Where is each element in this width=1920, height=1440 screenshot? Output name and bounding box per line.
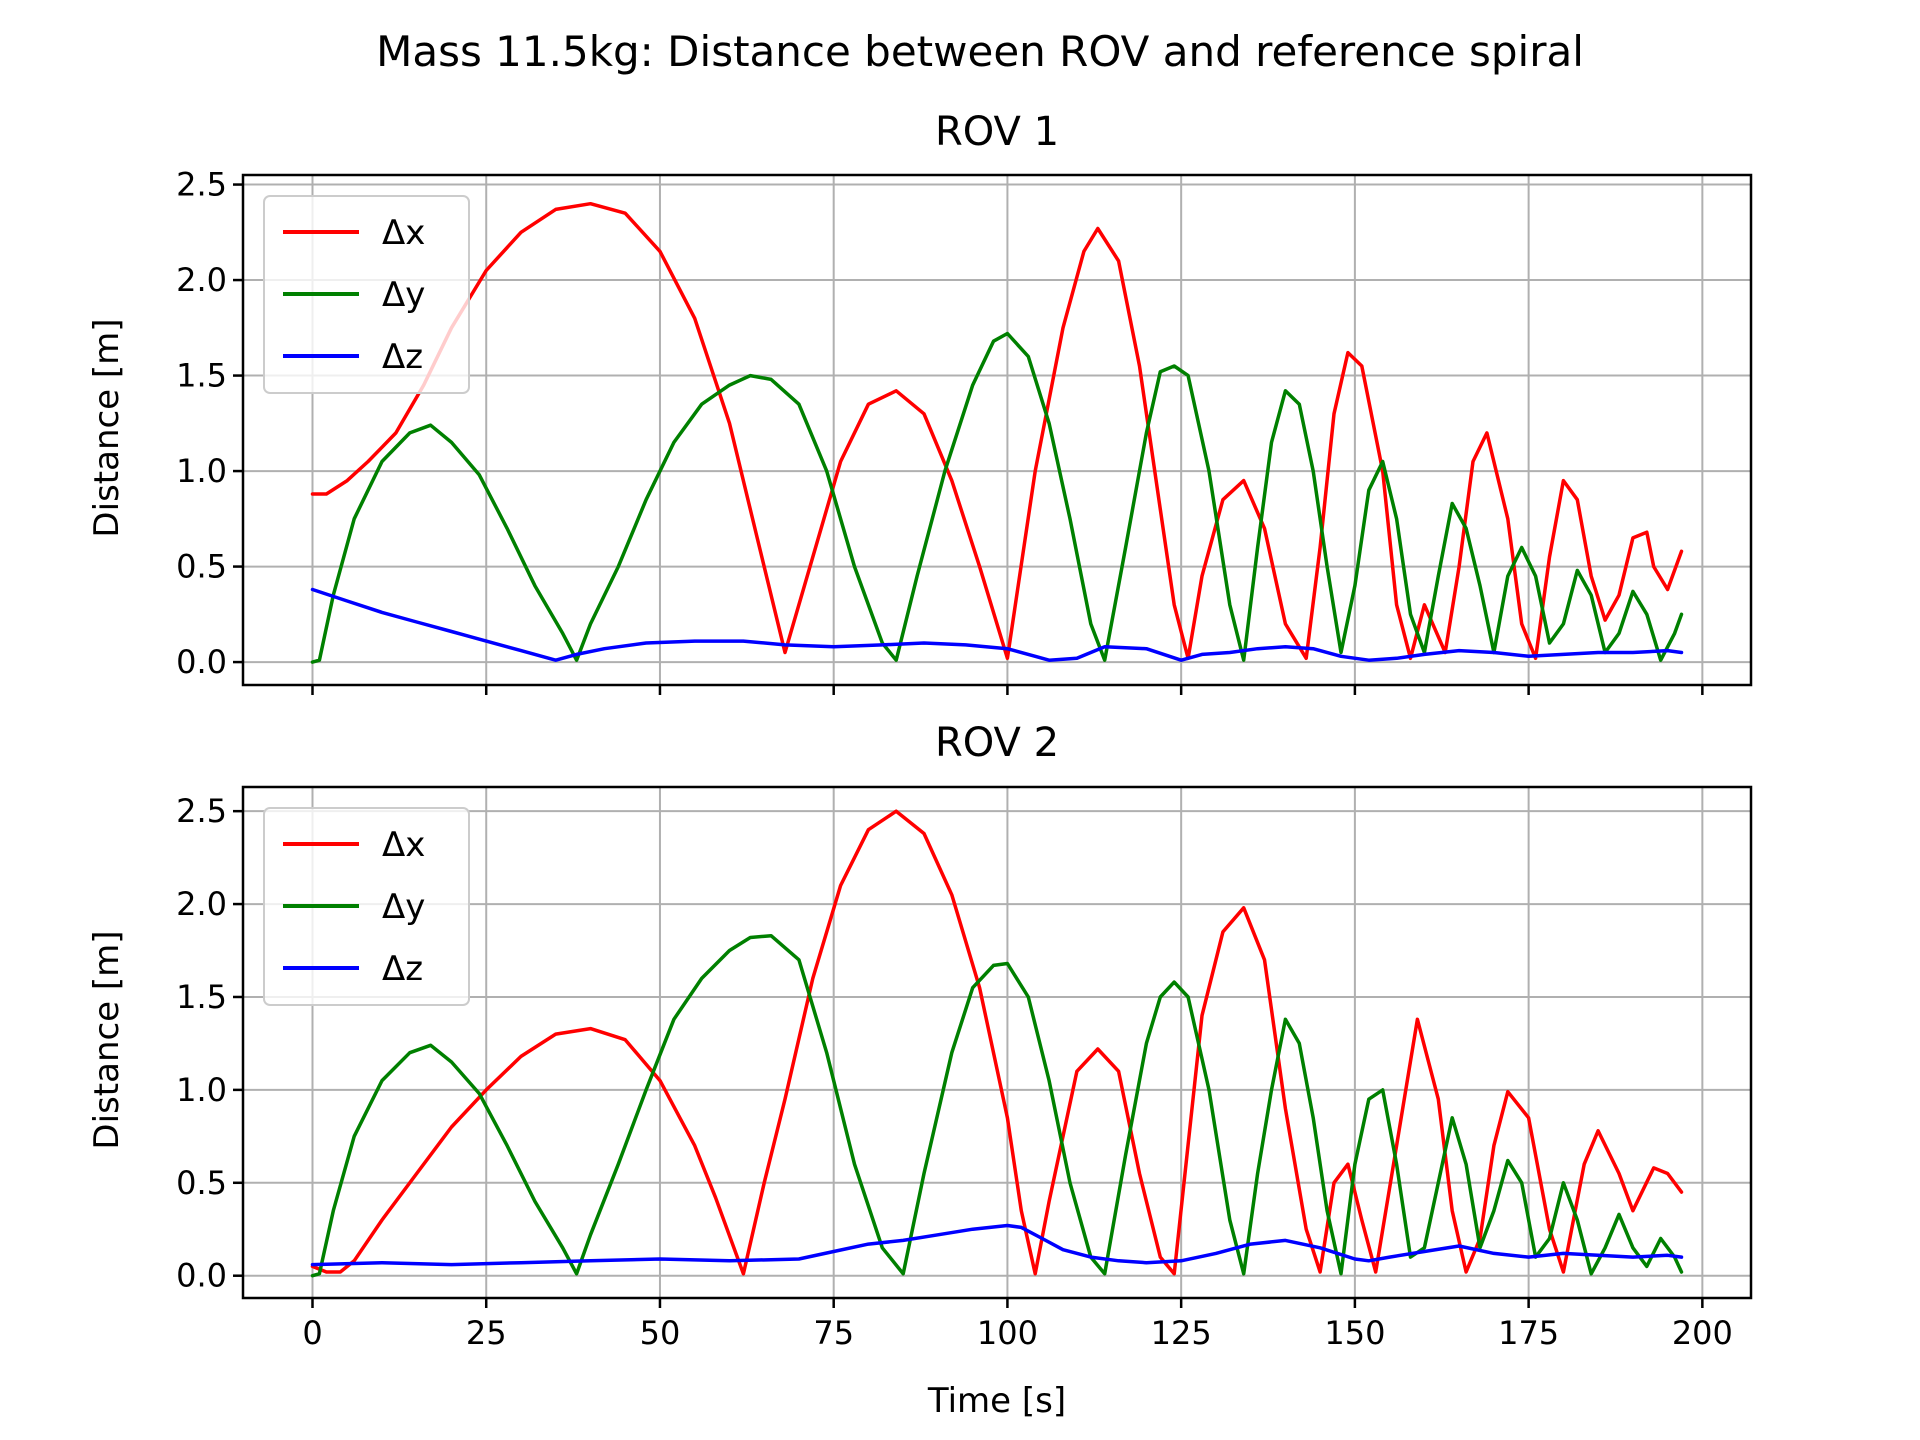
x-tick-label: 25 (466, 1314, 507, 1352)
legend: Δx Δy Δz (263, 807, 470, 1006)
series-line-dz (310, 587, 1684, 662)
axes-title-rov1: ROV 1 (935, 109, 1059, 155)
x-tick-label: 75 (813, 1314, 854, 1352)
legend-label: Δy (382, 887, 425, 927)
y-tick-label: 1.5 (176, 357, 227, 395)
plot-frame (241, 785, 1753, 1300)
figure-title: Mass 11.5kg: Distance between ROV and re… (376, 27, 1584, 76)
legend-label: Δx (382, 213, 425, 253)
legend-box (263, 807, 470, 1006)
legend-label: Δz (382, 949, 423, 989)
y-tick-label: 2.5 (176, 166, 227, 204)
legend-label: Δy (382, 275, 425, 315)
y-tick-label: 0.0 (176, 643, 227, 681)
x-tick-label: 50 (640, 1314, 681, 1352)
axes-rov1: ROV 1 Distance [m] 0.00.51.01.52.02.5ΔxΔ… (87, 109, 1753, 695)
series-line-dx (310, 809, 1684, 1276)
series-line-dz (310, 1223, 1684, 1267)
x-tick-label: 100 (977, 1314, 1038, 1352)
y-tick-label: 1.5 (176, 978, 227, 1016)
axes-title-rov2: ROV 2 (935, 720, 1059, 766)
y-tick-label: 1.0 (176, 1071, 227, 1109)
xlabel-rov2: Time [s] (927, 1381, 1066, 1421)
series-line-dy (310, 331, 1684, 664)
x-tick-label: 0 (302, 1314, 322, 1352)
plot-frame (241, 173, 1753, 687)
y-tick-label: 0.0 (176, 1257, 227, 1295)
legend-label: Δz (382, 337, 423, 377)
series-line-dy (310, 933, 1684, 1278)
legend: Δx Δy Δz (263, 195, 470, 394)
x-tick-label: 125 (1151, 1314, 1212, 1352)
series-line-dx (310, 201, 1684, 661)
x-tick-label: 175 (1498, 1314, 1559, 1352)
legend-label: Δx (382, 825, 425, 865)
y-tick-label: 2.0 (176, 885, 227, 923)
ylabel-rov1: Distance [m] (87, 318, 127, 537)
y-tick-label: 0.5 (176, 548, 227, 586)
y-tick-label: 0.5 (176, 1164, 227, 1202)
legend-box (263, 195, 470, 394)
y-tick-label: 1.0 (176, 452, 227, 490)
axes-rov2: ROV 2 Distance [m] Time [s] 0.0 0.5 1.0 1.5… (87, 720, 1753, 1421)
x-tick-label: 200 (1672, 1314, 1733, 1352)
y-tick-label: 2.5 (176, 792, 227, 830)
ylabel-rov2: Distance [m] (87, 930, 127, 1149)
y-tick-label: 2.0 (176, 261, 227, 299)
x-tick-label: 150 (1324, 1314, 1385, 1352)
